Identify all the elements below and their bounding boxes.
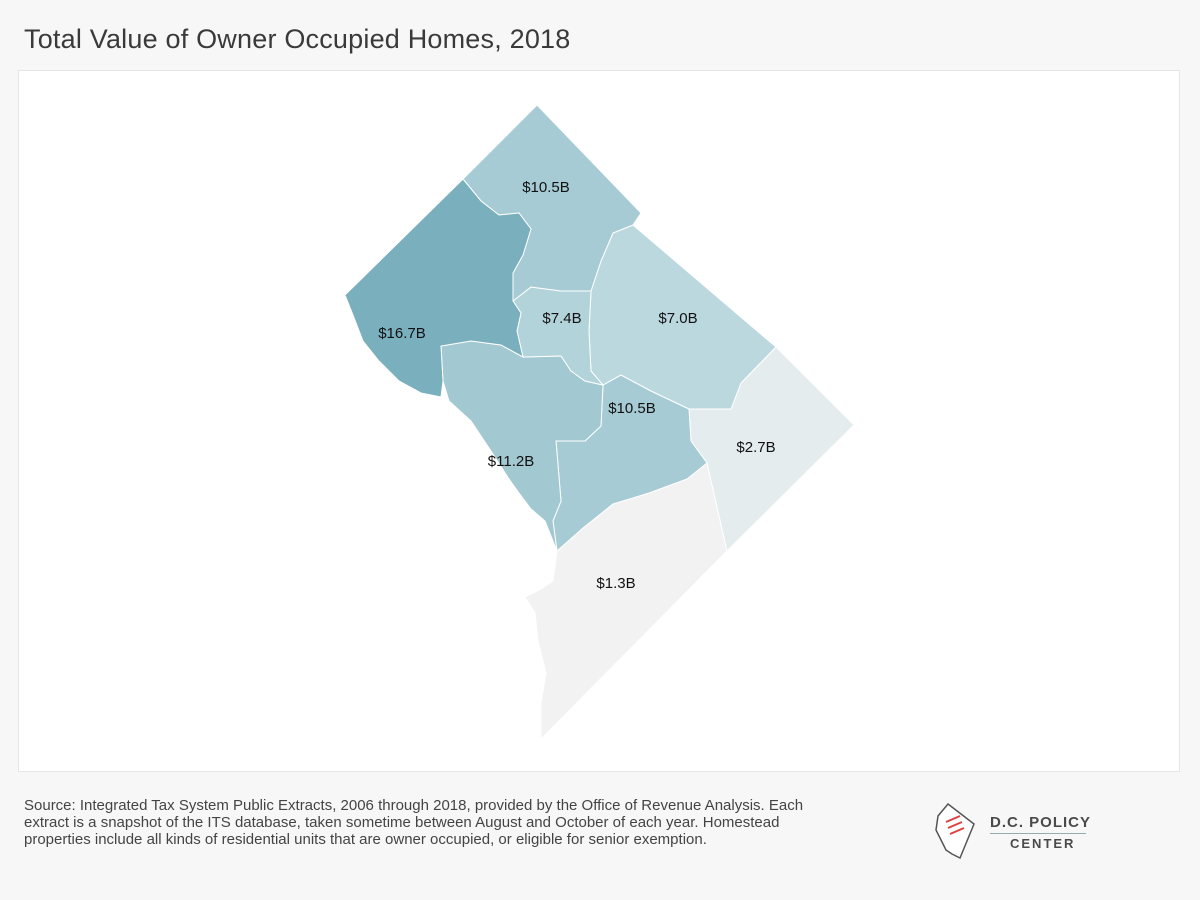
map-title: Total Value of Owner Occupied Homes, 201… bbox=[24, 24, 571, 54]
ward-label: $7.0B bbox=[658, 310, 697, 327]
logo-text-line1: D.C. POLICY bbox=[990, 814, 1092, 831]
ward-label: $11.2B bbox=[488, 453, 534, 470]
map-panel: $10.5B $16.7B $7.4B $7.0B $10.5B $11.2B … bbox=[18, 70, 1180, 772]
ward-label: $10.5B bbox=[608, 400, 656, 417]
ward-label: $2.7B bbox=[736, 439, 775, 456]
dc-ward-map: $10.5B $16.7B $7.4B $7.0B $10.5B $11.2B … bbox=[344, 104, 855, 741]
ward-label: $10.5B bbox=[522, 179, 570, 196]
ward-label: $7.4B bbox=[542, 310, 581, 327]
dc-policy-center-logo: D.C. POLICY CENTER bbox=[930, 802, 1100, 862]
ward-label: $1.3B bbox=[596, 575, 635, 592]
logo-divider bbox=[990, 833, 1086, 834]
dc-map-logo-icon bbox=[935, 802, 975, 860]
ward-labels: $10.5B $16.7B $7.4B $7.0B $10.5B $11.2B … bbox=[378, 179, 775, 592]
ward-label: $16.7B bbox=[378, 325, 426, 342]
ward-region-16-7b[interactable] bbox=[344, 178, 532, 398]
logo-text-line2: CENTER bbox=[1010, 836, 1076, 851]
source-note: Source: Integrated Tax System Public Ext… bbox=[24, 797, 804, 848]
